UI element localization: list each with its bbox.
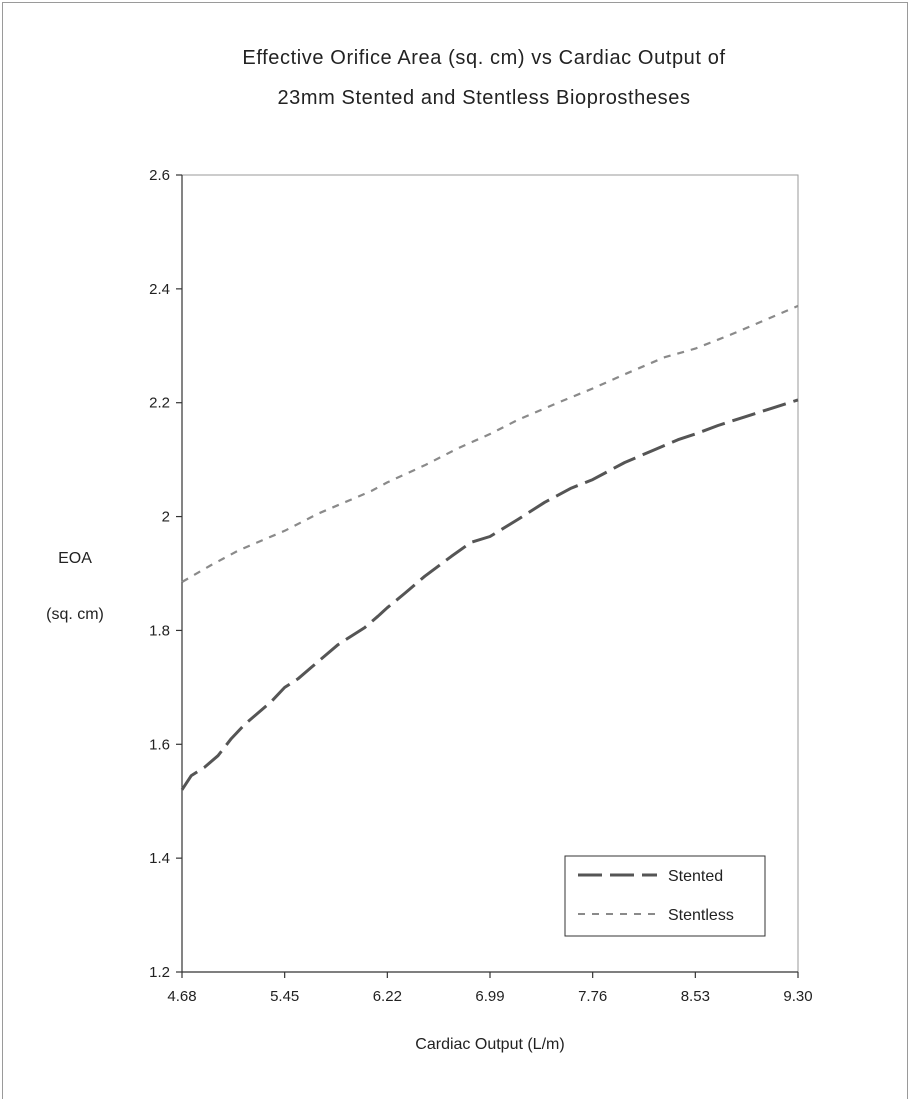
chart-title-line1: Effective Orifice Area (sq. cm) vs Cardi… [242,47,725,69]
plot-area [181,174,799,973]
x-axis-label: Cardiac Output (L/m) [415,1036,564,1053]
series-line-stented [180,398,799,791]
y-tick-label: 1.4 [149,850,170,867]
x-axis-ticks: 4.68 5.45 6.22 6.99 7.76 8.53 9.30 [167,972,813,1005]
x-tick-label: 5.45 [270,988,299,1005]
series-line-stentless [181,304,799,583]
y-tick-label: 2.2 [149,395,170,412]
x-tick-label: 8.53 [681,988,710,1005]
x-tick-label: 4.68 [167,988,196,1005]
x-tick-label: 9.30 [783,988,812,1005]
legend-label-stentless: Stentless [668,907,734,924]
y-axis-ticks: 1.2 1.4 1.6 1.8 2 2.2 2.4 2.6 [149,167,182,981]
legend-box [564,855,766,937]
y-tick-label: 2.6 [149,167,170,184]
x-tick-label: 6.22 [373,988,402,1005]
y-axis-label-line1: EOA [58,550,92,567]
chart-title-line2: 23mm Stented and Stentless Bioprostheses [277,87,690,109]
x-tick-label: 6.99 [475,988,504,1005]
series-layer [180,304,799,791]
y-tick-label: 2 [162,509,170,526]
y-tick-label: 1.6 [149,736,170,753]
legend-label-stented: Stented [668,868,723,885]
y-axis-label-line2: (sq. cm) [46,606,104,623]
legend: Stented Stentless [564,855,766,937]
y-tick-label: 2.4 [149,281,170,298]
y-tick-label: 1.2 [149,964,170,981]
x-tick-label: 7.76 [578,988,607,1005]
y-tick-label: 1.8 [149,622,170,639]
